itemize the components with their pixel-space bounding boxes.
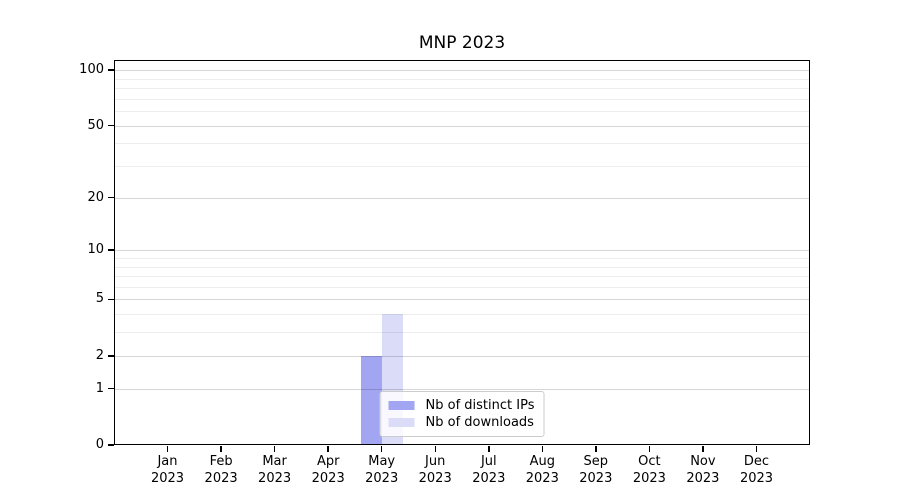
- x-tick-year: 2023: [525, 471, 559, 486]
- y-tick-label: 10: [87, 242, 104, 258]
- y-tick-mark: [108, 387, 114, 390]
- x-tick-year: 2023: [311, 471, 345, 486]
- y-tick-label: 5: [95, 291, 104, 307]
- y-tick-mark: [108, 444, 114, 446]
- x-tick-year: 2023: [150, 471, 185, 486]
- x-tick-label: Apr 2023: [296, 453, 360, 487]
- y-tick-label: 0: [95, 437, 104, 452]
- x-tick-month: Jul: [480, 454, 497, 469]
- x-tick-year: 2023: [204, 471, 238, 486]
- x-tick-mark: [380, 446, 383, 452]
- x-tick-month: Sep: [583, 454, 609, 469]
- x-tick-mark: [434, 446, 436, 452]
- x-tick-mark: [220, 446, 222, 452]
- x-tick-mark: [755, 446, 758, 452]
- x-tick-mark: [273, 446, 276, 452]
- plot-area: Nb of distinct IPs Nb of downloads 0 1 2 5 10…: [79, 60, 810, 486]
- x-tick-month: Feb: [209, 454, 233, 469]
- x-tick-mark: [595, 446, 597, 452]
- x-tick-label: Feb 2023: [189, 453, 253, 487]
- y-tick-label: 2: [95, 347, 104, 363]
- legend-swatch: [388, 401, 415, 410]
- x-tick-year: 2023: [739, 471, 774, 486]
- legend-swatch: [388, 418, 415, 427]
- x-tick-label: Jan 2023: [136, 453, 200, 487]
- x-tick-label: May 2023: [350, 453, 414, 487]
- x-tick-mark: [166, 446, 169, 452]
- y-tick-label: 20: [87, 189, 104, 205]
- x-tick-label: Aug 2023: [510, 453, 574, 487]
- x-tick-month: Nov: [690, 454, 716, 469]
- x-tick-year: 2023: [686, 471, 720, 486]
- y-tick-mark: [108, 298, 114, 301]
- legend: Nb of distinct IPs Nb of downloads: [379, 391, 545, 437]
- x-tick-month: Oct: [638, 454, 661, 469]
- x-tick-mark: [488, 446, 490, 452]
- x-tick-year: 2023: [632, 471, 666, 486]
- y-tick-label: 1: [95, 380, 104, 396]
- y-tick-mark: [108, 124, 114, 127]
- legend-label: Nb of distinct IPs: [425, 398, 535, 413]
- x-tick-year: 2023: [472, 471, 506, 486]
- x-tick-month: Dec: [743, 454, 770, 469]
- chart-title: MNP 2023: [418, 33, 506, 53]
- x-tick-mark: [648, 446, 651, 452]
- x-tick-year: 2023: [365, 471, 399, 486]
- y-tick-mark: [108, 355, 114, 357]
- legend-row: Nb of distinct IPs: [388, 397, 535, 414]
- x-tick-label: Jul 2023: [457, 453, 521, 487]
- x-tick-label: Dec 2023: [725, 453, 789, 487]
- x-tick-month: Apr: [316, 454, 340, 469]
- x-tick-label: Jun 2023: [403, 453, 467, 487]
- x-tick-year: 2023: [418, 471, 452, 486]
- x-tick-mark: [327, 446, 329, 452]
- x-tick-month: Aug: [529, 454, 555, 469]
- x-tick-year: 2023: [579, 471, 613, 486]
- y-tick-mark: [108, 196, 114, 199]
- x-tick-month: Mar: [262, 454, 287, 469]
- bar-nb-of-distinct-ips: [360, 355, 382, 445]
- x-tick-month: Jan: [157, 454, 178, 469]
- x-tick-mark: [702, 446, 704, 452]
- y-tick-mark: [108, 249, 114, 251]
- legend-row: Nb of downloads: [388, 414, 535, 431]
- x-tick-label: Sep 2023: [564, 453, 628, 487]
- y-tick-label: 100: [79, 62, 104, 77]
- x-tick-label: Nov 2023: [671, 453, 735, 487]
- x-tick-label: Mar 2023: [243, 453, 307, 487]
- x-tick-year: 2023: [258, 471, 292, 486]
- x-tick-mark: [541, 446, 544, 452]
- y-tick-label: 50: [87, 117, 104, 133]
- legend-label: Nb of downloads: [425, 415, 534, 430]
- y-tick-mark: [108, 69, 114, 71]
- x-tick-label: Oct 2023: [617, 453, 681, 487]
- x-tick-month: Jun: [425, 454, 446, 469]
- bars-layer: [114, 60, 810, 445]
- x-tick-month: May: [368, 454, 396, 469]
